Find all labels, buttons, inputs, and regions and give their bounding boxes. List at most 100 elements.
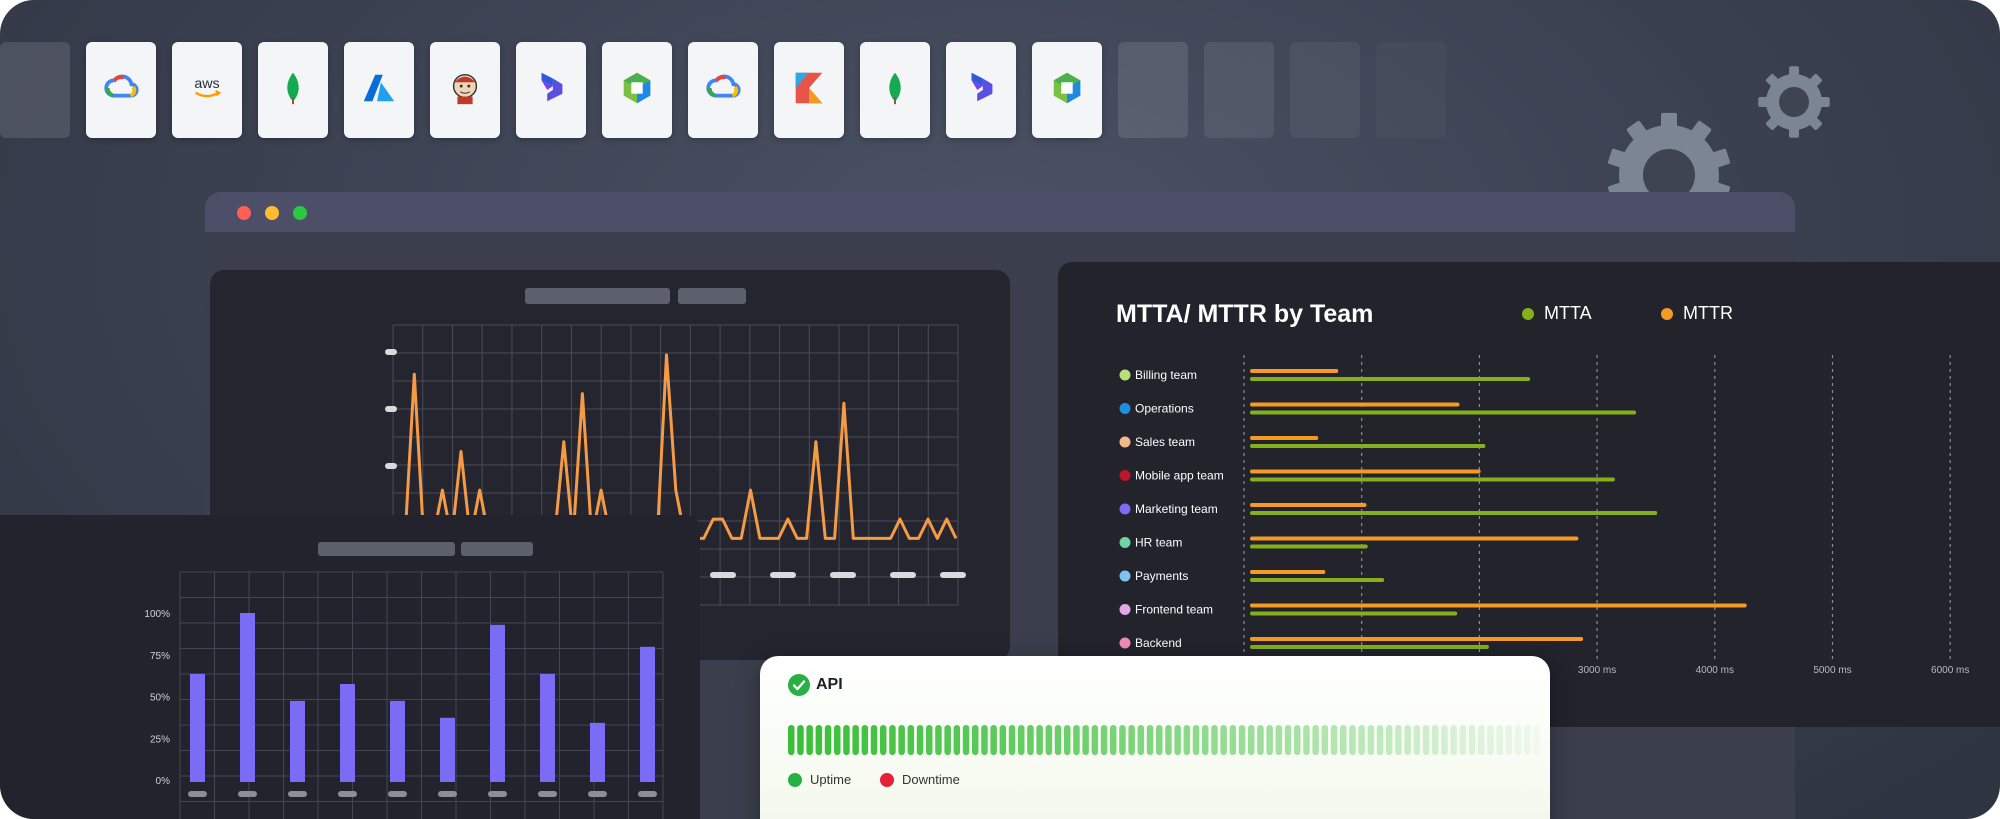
uptime-bar [1349, 725, 1356, 755]
google-cloud-icon [102, 69, 140, 112]
x-tick-placeholder [770, 572, 796, 578]
uptime-bar [1146, 725, 1154, 755]
x-tick-placeholder [388, 791, 407, 797]
integration-tile[interactable]: aws [172, 42, 242, 138]
window-titlebar [205, 192, 1795, 232]
uptime-bar [926, 725, 933, 755]
maximize-dot[interactable] [293, 206, 307, 220]
y-tick-label: 25% [150, 734, 170, 745]
downtime-legend: Downtime [880, 772, 960, 787]
uptime-bar [880, 725, 887, 755]
team-color-dot [1119, 436, 1131, 448]
team-color-dot [1119, 604, 1131, 615]
bar [540, 673, 555, 782]
dynamics-icon [532, 69, 570, 112]
dynamics-icon [962, 69, 1000, 112]
uptime-bar [1036, 725, 1043, 755]
bar [240, 613, 255, 782]
downtime-swatch [880, 772, 894, 787]
uptime-bar [861, 725, 869, 755]
close-dot[interactable] [237, 206, 251, 220]
uptime-legend: Uptime [788, 772, 851, 787]
integration-tile[interactable] [1032, 42, 1102, 138]
integration-tile-placeholder [0, 42, 70, 138]
team-label: Marketing team [1135, 502, 1218, 516]
uptime-bar [1100, 725, 1108, 755]
uptime-bar [1321, 725, 1329, 755]
uptime-bar [1413, 725, 1421, 755]
uptime-bar [1514, 725, 1522, 755]
uptime-bar [1432, 725, 1439, 755]
y-tick-label: 50% [150, 693, 170, 704]
bar [640, 646, 655, 782]
aws-icon: aws [188, 69, 226, 112]
integration-tile[interactable] [602, 42, 672, 138]
mtta-mttr-title: MTTA/ MTTR by Team [1116, 300, 1374, 328]
y-tick-label: 75% [150, 651, 170, 662]
uptime-bar [1294, 725, 1301, 755]
integration-tile[interactable] [86, 42, 156, 138]
uptime-bar [1487, 725, 1494, 755]
uptime-bar [1450, 725, 1457, 755]
integration-tile[interactable] [774, 42, 844, 138]
chart-title-placeholder [525, 288, 670, 304]
x-tick-placeholder [710, 572, 736, 578]
mtta-bar [1250, 410, 1637, 415]
x-tick-label: 6000 ms [1931, 665, 1969, 676]
uptime-bar [972, 725, 979, 755]
uptime-bar [1367, 725, 1375, 755]
legend-mttr-swatch [1661, 307, 1673, 320]
integration-tile[interactable] [430, 42, 500, 138]
y-tick-placeholder [385, 406, 397, 412]
uptime-bar [1266, 725, 1273, 755]
team-label: Backend [1135, 636, 1182, 650]
chart-subtitle-placeholder [678, 288, 746, 304]
integration-tile[interactable] [516, 42, 586, 138]
cube-icon [618, 69, 656, 112]
uptime-bar [1404, 725, 1411, 755]
mttr-bar [1250, 469, 1481, 474]
bar [590, 722, 605, 782]
uptime-bar [870, 725, 878, 755]
x-tick-placeholder [830, 572, 856, 578]
uptime-bar [824, 725, 832, 755]
chart-title-placeholder [318, 542, 455, 556]
uptime-bar [1110, 725, 1117, 755]
team-label: Frontend team [1135, 603, 1213, 617]
uptime-bar [1330, 725, 1338, 755]
minimize-dot[interactable] [265, 206, 279, 220]
bar-chart: 100% 75% 50% 25% 0% [144, 571, 664, 819]
bar [490, 624, 505, 782]
uptime-bar [1478, 725, 1485, 755]
integration-tile[interactable] [688, 42, 758, 138]
uptime-bar [1441, 725, 1448, 755]
integration-tile[interactable] [344, 42, 414, 138]
team-label: Operations [1135, 402, 1194, 416]
uptime-bar [1533, 725, 1540, 755]
team-label: Payments [1135, 569, 1188, 583]
uptime-bar [889, 725, 896, 755]
uptime-bar [1119, 725, 1126, 755]
uptime-bar [1229, 725, 1237, 755]
legend-mttr: MTTR [1661, 303, 1733, 324]
y-tick-placeholder [385, 463, 397, 469]
x-tick-placeholder [338, 791, 357, 797]
mtta-bar [1250, 511, 1658, 515]
uptime-bar [944, 725, 951, 755]
gear-icon [1758, 66, 1830, 138]
x-tick-label: 4000 ms [1696, 665, 1734, 676]
uptime-bar [953, 725, 961, 755]
mttr-bar [1250, 503, 1367, 507]
integration-tile[interactable] [946, 42, 1016, 138]
legend-mtta: MTTA [1522, 303, 1592, 324]
uptime-bar [1248, 725, 1255, 755]
uptime-bar [1054, 725, 1062, 755]
x-tick-label: 5000 ms [1813, 665, 1851, 676]
jenkins-icon [446, 69, 484, 112]
integration-tile[interactable] [860, 42, 930, 138]
mtta-bar [1250, 477, 1615, 482]
integration-tile[interactable] [258, 42, 328, 138]
mttr-bar [1250, 570, 1326, 574]
x-tick-placeholder [940, 572, 966, 578]
